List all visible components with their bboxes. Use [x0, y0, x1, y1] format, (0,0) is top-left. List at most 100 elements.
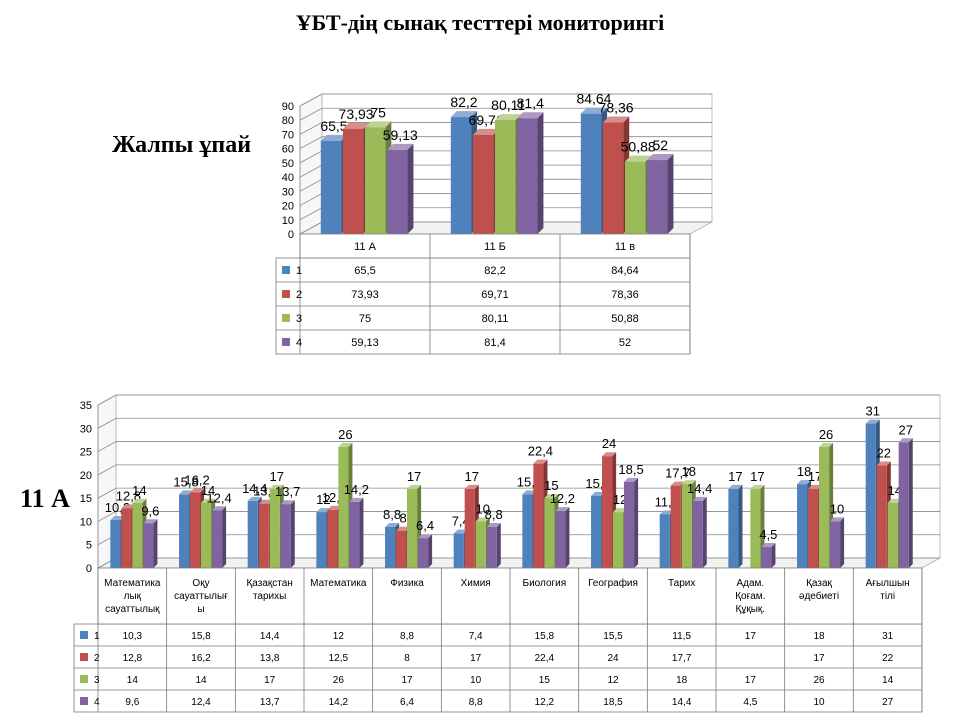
bar-top	[417, 534, 433, 539]
table-cell: 81,4	[484, 337, 505, 349]
table-cell: 12	[333, 631, 345, 642]
data-label: 17	[750, 469, 764, 484]
table-cell: 18	[676, 675, 688, 686]
table-cell: 27	[882, 697, 894, 708]
page-title: ҰБТ-дің сынақ тесттері мониторингі	[295, 10, 665, 35]
bar	[407, 488, 418, 568]
bar	[211, 510, 223, 568]
bar-top	[591, 491, 606, 496]
legend-key	[282, 314, 290, 322]
table-cell: 17	[401, 675, 413, 686]
category-label: тілі	[880, 591, 895, 602]
bar-top	[211, 506, 227, 511]
legend-label: 3	[296, 313, 302, 325]
bar	[533, 463, 544, 568]
bar	[269, 488, 280, 568]
category-label: ы	[197, 604, 204, 615]
bar	[342, 128, 364, 234]
data-label: 59,13	[383, 127, 418, 143]
y-tick-label: 25	[80, 447, 92, 459]
category-label: Биология	[523, 578, 567, 589]
data-label: 13,7	[275, 484, 300, 499]
data-label: 12	[316, 492, 330, 507]
bar	[486, 527, 497, 568]
category-label: тарихы	[253, 591, 286, 602]
table-cell: 10	[470, 675, 482, 686]
table-cell: 14,2	[329, 697, 349, 708]
table-cell: 6,4	[400, 697, 414, 708]
data-label: 50,88	[621, 139, 656, 155]
y-tick-label: 10	[282, 215, 294, 227]
data-label: 12	[613, 492, 627, 507]
bar-top	[464, 484, 479, 489]
data-label: 14	[887, 483, 901, 498]
bar-top	[876, 461, 891, 466]
data-label: 9,6	[141, 503, 159, 518]
bar	[387, 149, 408, 234]
data-label: 17	[808, 469, 822, 484]
bar-top	[190, 488, 205, 493]
bar-top	[522, 490, 537, 495]
data-label: 75	[370, 104, 386, 120]
data-label: 10	[830, 501, 844, 516]
data-label: 65,5	[320, 118, 347, 134]
table-cell: 15,8	[191, 631, 211, 642]
category-label: География	[588, 577, 638, 589]
table-cell: 52	[619, 337, 631, 349]
table-cell: 18	[813, 631, 825, 642]
data-label: 27	[898, 422, 912, 437]
bar-top	[819, 442, 834, 447]
data-label: 81,4	[517, 95, 544, 111]
bar-side	[771, 543, 776, 568]
bar	[316, 512, 327, 568]
bar	[179, 494, 190, 568]
bar-top	[829, 517, 845, 522]
bar-top	[365, 121, 392, 128]
legend-key	[282, 266, 290, 274]
data-label: 12,4	[206, 490, 231, 505]
bar	[670, 485, 681, 568]
bar	[602, 456, 613, 568]
bar	[121, 508, 132, 568]
bar-top	[407, 484, 422, 489]
table-cell: 17,7	[672, 653, 692, 664]
bar	[555, 511, 566, 568]
bar	[659, 514, 670, 568]
bar	[681, 484, 692, 568]
bar-top	[533, 459, 548, 464]
bar-top	[396, 526, 411, 531]
bar-side	[634, 477, 639, 568]
bar	[692, 500, 703, 568]
bar-top	[750, 484, 765, 489]
category-label: Қоғам.	[735, 591, 765, 602]
data-label: 18	[681, 464, 695, 479]
bar	[247, 500, 258, 568]
bar-top	[555, 507, 570, 512]
bar-top	[132, 498, 147, 503]
data-label: 17	[269, 469, 283, 484]
bar	[876, 465, 887, 568]
data-label: 6,4	[416, 518, 434, 533]
category-label: Адам.	[736, 578, 764, 589]
gridline	[97, 487, 940, 499]
category-label: сауаттылығ	[174, 591, 228, 602]
table-cell: 59,13	[351, 337, 379, 349]
bar-top	[623, 477, 639, 482]
bar-side	[496, 523, 501, 568]
table-cell: 73,93	[351, 289, 379, 301]
bar-top	[625, 155, 652, 162]
y-tick-label: 50	[282, 158, 294, 170]
gridline	[97, 394, 940, 406]
bar	[258, 503, 269, 568]
bar-top	[450, 111, 478, 118]
table-cell: 31	[882, 631, 894, 642]
data-label: 69,71	[469, 112, 504, 128]
bar-top	[316, 508, 331, 513]
y-tick-label: 90	[282, 101, 294, 113]
bar-top	[517, 112, 544, 119]
bar-top	[647, 154, 674, 161]
y-tick-label: 20	[282, 201, 294, 213]
table-cell: 4,5	[743, 697, 757, 708]
y-tick-label: 0	[86, 563, 92, 575]
bar	[396, 530, 407, 568]
